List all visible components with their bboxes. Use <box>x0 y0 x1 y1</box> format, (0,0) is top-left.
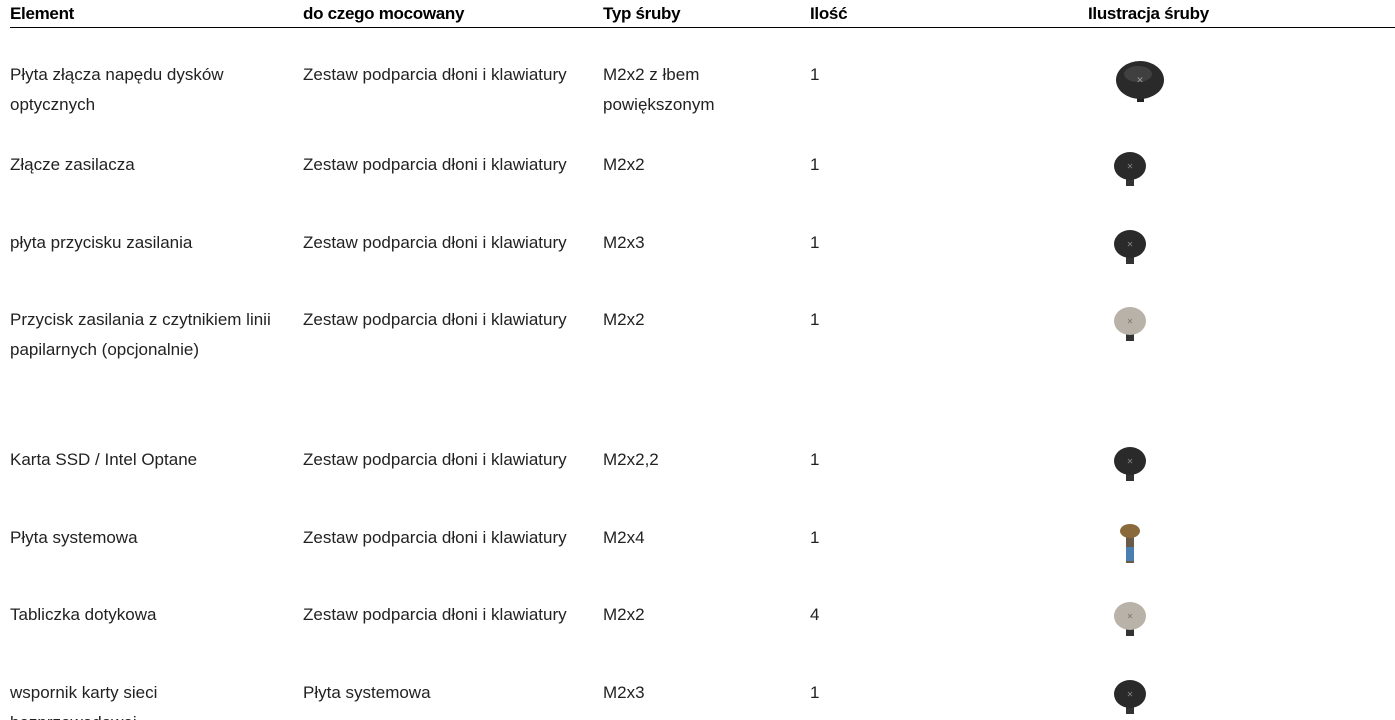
table-cell: 1 <box>810 439 1088 517</box>
header-row: Element do czego mocowany Typ śruby Iloś… <box>10 0 1395 28</box>
table-cell: wspornik karty sieci bezprzewodowej <box>10 672 303 720</box>
table-cell: Płyta systemowa <box>10 517 303 594</box>
illustration-cell: ✕ <box>1088 672 1395 720</box>
table-cell: Zestaw podparcia dłoni i klawiatury <box>303 144 603 222</box>
table-cell: Złącze zasilacza <box>10 144 303 222</box>
svg-text:✕: ✕ <box>1127 690 1134 699</box>
table-cell: Zestaw podparcia dłoni i klawiatury <box>303 299 603 439</box>
table-cell: M2x3 <box>603 672 810 720</box>
illustration-cell: ✕ <box>1088 594 1395 672</box>
table-cell: M2x4 <box>603 517 810 594</box>
table-cell: M2x2 z łbem powiększonym <box>603 28 810 144</box>
illustration-cell <box>1088 517 1395 594</box>
table-cell: Karta SSD / Intel Optane <box>10 439 303 517</box>
table-cell: Płyta systemowa <box>303 672 603 720</box>
svg-text:✕: ✕ <box>1127 457 1134 466</box>
header-cell: Typ śruby <box>603 0 810 28</box>
table-row: Przycisk zasilania z czytnikiem linii pa… <box>10 299 1395 439</box>
table-cell: M2x3 <box>603 222 810 299</box>
table-cell: Zestaw podparcia dłoni i klawiatury <box>303 28 603 144</box>
screw-icon: ✕ <box>1110 226 1150 276</box>
illustration-cell: ✕ <box>1088 439 1395 517</box>
svg-text:✕: ✕ <box>1127 162 1134 171</box>
page: Element do czego mocowany Typ śruby Iloś… <box>0 0 1395 720</box>
header-cell: Ilustracja śruby <box>1088 0 1395 28</box>
svg-text:✕: ✕ <box>1136 75 1144 85</box>
illustration-cell: ✕ <box>1088 144 1395 222</box>
screw-icon: ✕ <box>1110 58 1170 108</box>
table-cell: 4 <box>810 594 1088 672</box>
screw-table: Element do czego mocowany Typ śruby Iloś… <box>10 0 1395 720</box>
table-cell: Zestaw podparcia dłoni i klawiatury <box>303 594 603 672</box>
table-cell: M2x2 <box>603 594 810 672</box>
screw-icon: ✕ <box>1110 148 1150 198</box>
illustration-cell: ✕ <box>1088 299 1395 439</box>
table-cell: 1 <box>810 222 1088 299</box>
table-cell: 1 <box>810 299 1088 439</box>
table-cell: Zestaw podparcia dłoni i klawiatury <box>303 439 603 517</box>
header-cell: Ilość <box>810 0 1088 28</box>
svg-text:✕: ✕ <box>1127 317 1134 326</box>
svg-text:✕: ✕ <box>1127 240 1134 249</box>
table-cell: Przycisk zasilania z czytnikiem linii pa… <box>10 299 303 439</box>
screw-icon: ✕ <box>1110 303 1150 353</box>
screw-icon: ✕ <box>1110 443 1150 493</box>
header-cell: do czego mocowany <box>303 0 603 28</box>
illustration-cell: ✕ <box>1088 222 1395 299</box>
illustration-cell: ✕ <box>1088 28 1395 144</box>
table-cell: M2x2,2 <box>603 439 810 517</box>
table-cell: M2x2 <box>603 299 810 439</box>
screw-icon: ✕ <box>1110 676 1150 720</box>
svg-text:✕: ✕ <box>1127 612 1134 621</box>
table-cell: Tabliczka dotykowa <box>10 594 303 672</box>
table-cell: 1 <box>810 28 1088 144</box>
screw-icon: ✕ <box>1110 598 1150 648</box>
table-cell: płyta przycisku zasilania <box>10 222 303 299</box>
table-cell: Zestaw podparcia dłoni i klawiatury <box>303 222 603 299</box>
table-cell: 1 <box>810 517 1088 594</box>
table-cell: Zestaw podparcia dłoni i klawiatury <box>303 517 603 594</box>
table-cell: 1 <box>810 672 1088 720</box>
header-cell: Element <box>10 0 303 28</box>
table-row: wspornik karty sieci bezprzewodowejPłyta… <box>10 672 1395 720</box>
table-cell: M2x2 <box>603 144 810 222</box>
screw-icon <box>1110 521 1150 571</box>
table-cell: 1 <box>810 144 1088 222</box>
table-cell: Płyta złącza napędu dysków optycznych <box>10 28 303 144</box>
